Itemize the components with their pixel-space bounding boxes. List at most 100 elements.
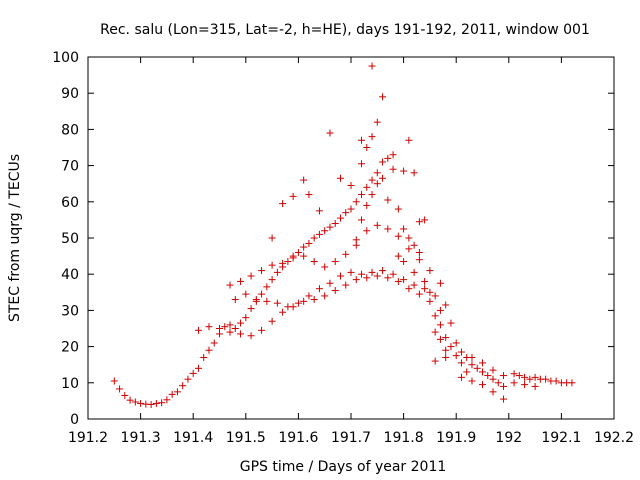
y-tick-label: 0	[70, 412, 79, 428]
data-point	[279, 308, 287, 316]
data-point	[421, 285, 429, 293]
data-point	[468, 353, 476, 361]
data-point	[363, 183, 371, 191]
data-point	[326, 223, 334, 231]
data-point	[284, 303, 292, 311]
data-point	[315, 285, 323, 293]
data-point	[415, 256, 423, 264]
data-point	[294, 299, 302, 307]
data-point	[289, 192, 297, 200]
y-tick-label: 40	[61, 267, 79, 283]
data-point	[452, 352, 460, 360]
data-point	[436, 321, 444, 329]
data-point	[373, 221, 381, 229]
data-point	[489, 388, 497, 396]
data-point	[394, 277, 402, 285]
data-point	[331, 258, 339, 266]
data-point	[405, 245, 413, 253]
data-point	[110, 377, 118, 385]
data-point	[268, 276, 276, 284]
data-point	[189, 369, 197, 377]
data-point	[210, 339, 218, 347]
data-point	[473, 364, 481, 372]
data-point	[368, 268, 376, 276]
chart-title: Rec. salu (Lon=315, Lat=-2, h=HE), days …	[100, 22, 590, 38]
data-point	[489, 366, 497, 374]
data-point	[410, 169, 418, 177]
data-point	[321, 263, 329, 271]
data-point	[247, 332, 255, 340]
data-point	[352, 198, 360, 206]
data-point	[421, 216, 429, 224]
y-tick-label: 60	[61, 195, 79, 211]
data-point	[400, 258, 408, 266]
data-point	[216, 325, 223, 332]
x-tick-label: 191.2	[68, 430, 108, 446]
x-tick-label: 191.4	[173, 430, 213, 446]
data-point	[147, 401, 155, 409]
x-tick-label: 191.3	[121, 430, 161, 446]
data-point	[363, 201, 371, 209]
data-point	[431, 292, 439, 300]
data-point	[479, 381, 486, 389]
data-point	[479, 359, 486, 367]
data-point	[300, 297, 308, 305]
data-point	[500, 382, 508, 390]
data-point	[168, 390, 176, 398]
data-point	[294, 248, 302, 256]
data-point	[410, 241, 418, 249]
data-point	[352, 236, 360, 244]
data-point	[242, 290, 250, 298]
x-tick-label: 191.9	[436, 430, 476, 446]
y-tick-label: 90	[61, 86, 79, 102]
data-point	[363, 274, 371, 282]
data-point	[442, 301, 450, 309]
data-point	[263, 297, 271, 305]
data-point	[137, 399, 145, 407]
data-point	[300, 243, 308, 251]
data-point	[394, 252, 402, 260]
data-point	[410, 281, 418, 289]
data-point	[515, 372, 523, 380]
y-axis: 0 10 20 30 40 50 60 70 80 90 100	[52, 50, 614, 428]
data-point	[221, 323, 229, 331]
data-point	[389, 165, 397, 173]
data-point	[279, 259, 287, 267]
data-point	[131, 398, 139, 406]
data-point	[310, 234, 318, 242]
data-point	[315, 230, 323, 238]
data-point	[373, 180, 381, 188]
data-point	[126, 396, 134, 404]
data-point	[289, 254, 297, 262]
data-point	[116, 385, 124, 393]
data-point	[231, 296, 239, 304]
x-tick-label: 191.8	[384, 430, 424, 446]
data-point	[484, 372, 492, 380]
data-point	[258, 290, 266, 298]
data-point	[384, 154, 392, 162]
data-point	[426, 297, 434, 305]
data-point	[326, 129, 334, 137]
x-tick-label: 191.5	[226, 430, 266, 446]
data-point	[336, 174, 344, 182]
data-point	[394, 232, 402, 240]
data-point	[457, 348, 465, 356]
data-point	[463, 368, 471, 376]
data-point	[400, 167, 408, 175]
data-point	[358, 160, 366, 168]
data-point	[237, 319, 245, 327]
data-point	[226, 328, 234, 336]
data-point	[552, 377, 560, 385]
data-point	[373, 169, 381, 177]
data-point	[373, 118, 381, 126]
data-point	[184, 375, 192, 383]
data-point	[379, 158, 387, 166]
x-tick-label: 191.7	[331, 430, 371, 446]
data-point	[531, 382, 539, 390]
data-point	[542, 375, 550, 383]
data-point	[426, 267, 434, 275]
data-point	[457, 359, 465, 367]
data-point	[247, 305, 255, 313]
data-point	[468, 377, 476, 385]
